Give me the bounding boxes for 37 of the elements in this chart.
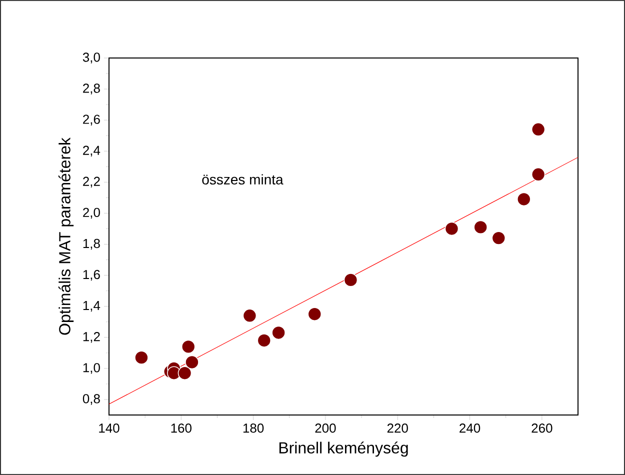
point: [134, 350, 148, 364]
x-tick-label: 200: [315, 424, 336, 433]
x-tick-label: 160: [171, 424, 192, 433]
y-tick-label: 2,6: [83, 114, 100, 126]
y-tick-label: 0,8: [82, 394, 100, 405]
y-tick-label: 1,0: [83, 363, 100, 374]
x-tick-label: 240: [460, 424, 480, 433]
point: [178, 366, 192, 380]
y-tick-label: 1,4: [83, 301, 100, 312]
point: [516, 192, 531, 206]
y-tick-label: 2,2: [83, 176, 100, 188]
point: [444, 222, 459, 236]
point: [531, 168, 546, 182]
annotation: összes minta: [202, 174, 284, 185]
x-axis-title: Brinell keménység: [279, 442, 408, 457]
y-tick-label: 1,2: [83, 332, 100, 343]
y-tick-label: 1,8: [83, 238, 100, 250]
point: [257, 334, 272, 348]
point: [242, 308, 257, 323]
point: [272, 326, 286, 340]
point: [181, 340, 196, 354]
point: [308, 307, 322, 322]
point: [474, 220, 488, 234]
x-tick-label: 140: [99, 424, 120, 433]
point: [185, 355, 199, 370]
y-tick-label: 2,8: [83, 84, 100, 94]
y-tick-label: 3,0: [82, 52, 100, 64]
point: [531, 122, 546, 136]
x-tick-label: 260: [532, 424, 552, 433]
y-tick-label: 1,6: [83, 270, 100, 281]
point: [344, 273, 358, 287]
x-tick-label: 220: [387, 424, 408, 433]
y-tick-label: 2,0: [83, 208, 100, 219]
y-axis-title: Optimális MAT paraméterek: [58, 138, 74, 335]
x-tick-label: 180: [243, 424, 264, 433]
y-tick-label: 2,4: [83, 146, 100, 156]
point: [492, 231, 506, 245]
